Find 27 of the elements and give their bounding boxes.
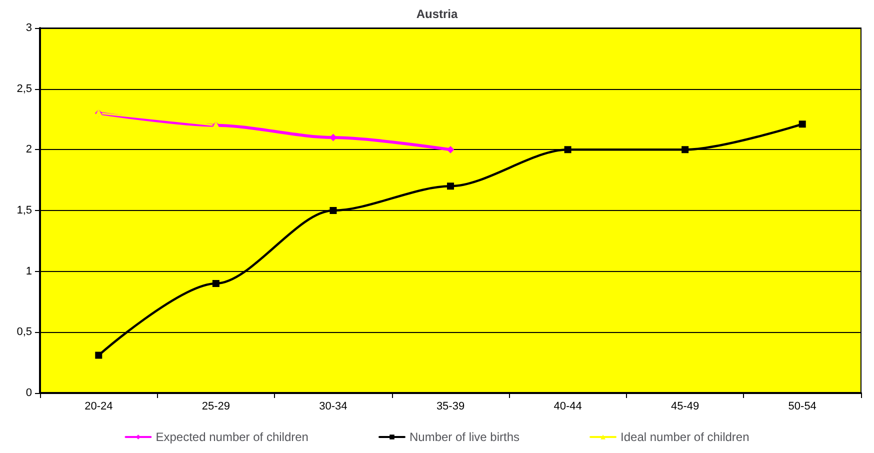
legend-label: Expected number of children	[156, 430, 308, 444]
x-tick-label: 20-24	[84, 400, 113, 412]
point	[447, 182, 454, 190]
point	[95, 352, 102, 359]
x-tick-label: 25-29	[202, 400, 230, 412]
x-tick-label: 45-49	[671, 400, 700, 412]
x-tick-label: 30-34	[319, 400, 348, 412]
legend-label: Ideal number of children	[620, 430, 750, 444]
x-tick-label: 50-54	[788, 400, 816, 412]
point	[564, 146, 572, 154]
point	[447, 146, 454, 154]
y-tick-label: 1,5	[16, 204, 32, 216]
y-tick-label: 3	[26, 22, 32, 34]
point	[330, 207, 337, 214]
y-tick-label: 0	[26, 387, 32, 399]
point	[212, 280, 220, 287]
x-tick-label: 35-39	[436, 400, 465, 412]
y-tick-label: 2,5	[16, 82, 32, 95]
y-tick-label: 0,5	[16, 326, 32, 338]
x-tick-label: 40-44	[554, 400, 582, 412]
point	[798, 120, 806, 128]
point	[330, 134, 337, 141]
point	[682, 146, 689, 154]
y-tick-label: 1	[26, 265, 32, 278]
y-tick-label: 2	[26, 144, 32, 156]
legend-label: Number of live births	[409, 430, 520, 444]
chart-title: Austria	[416, 7, 458, 21]
